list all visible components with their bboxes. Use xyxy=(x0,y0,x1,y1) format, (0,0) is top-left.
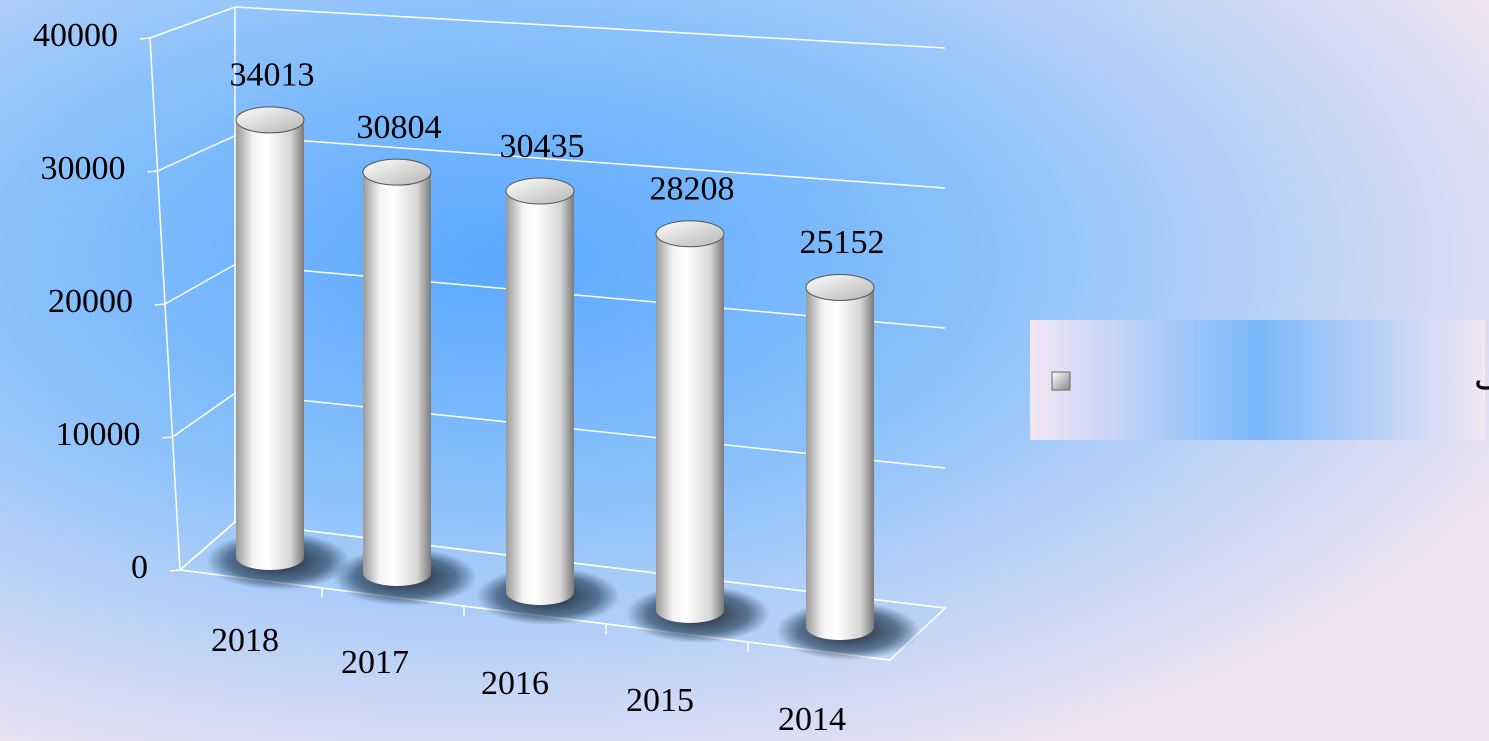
bar-body xyxy=(656,233,724,623)
y-tick-mark xyxy=(162,436,173,439)
bar xyxy=(333,158,477,606)
bar-body xyxy=(506,191,574,606)
side-grid-line xyxy=(157,135,236,172)
legend: الجزء الأول : نفقات التصرف xyxy=(1030,320,1489,440)
side-grid-line xyxy=(149,6,236,39)
x-tick-label: 2014 xyxy=(778,701,846,738)
legend-swatch xyxy=(1051,371,1071,391)
bar xyxy=(776,273,920,660)
bar xyxy=(206,106,350,590)
y-tick-label: 10000 xyxy=(56,416,141,453)
y-tick-label: 0 xyxy=(131,549,148,586)
y-tick-mark xyxy=(154,303,166,306)
x-tick-label: 2015 xyxy=(626,682,694,719)
bar-top xyxy=(655,220,725,248)
y-tick-mark xyxy=(147,170,158,173)
value-label: 28208 xyxy=(650,171,735,208)
x-tick-label: 2018 xyxy=(211,622,279,659)
y-tick-label: 40000 xyxy=(33,17,118,54)
legend-box xyxy=(1030,320,1485,440)
value-label: 25152 xyxy=(800,224,885,261)
x-tick-label: 2017 xyxy=(341,644,409,681)
side-grid-line xyxy=(164,263,236,305)
y-axis-line xyxy=(149,37,181,571)
value-label: 30804 xyxy=(357,109,442,146)
side-grid-line xyxy=(172,392,236,438)
bar-top xyxy=(505,177,575,205)
grid-line xyxy=(234,6,946,49)
bar xyxy=(476,177,620,625)
bar-body xyxy=(236,119,304,570)
bar-body xyxy=(363,172,431,586)
value-label: 30435 xyxy=(500,128,585,165)
y-tick-label: 20000 xyxy=(48,283,133,320)
bar-body xyxy=(806,287,874,640)
y-tick-mark xyxy=(169,569,181,572)
bar xyxy=(626,220,770,643)
y-tick-mark xyxy=(139,37,151,40)
grid-line xyxy=(234,135,946,189)
legend-label: الجزء الأول : نفقات التصرف xyxy=(1475,362,1489,395)
floor-edge xyxy=(179,521,236,571)
value-label: 34013 xyxy=(230,57,315,94)
y-tick-label: 30000 xyxy=(41,150,126,187)
plot-area: 0 10000 20000 30000 40000 2018 34013 2017 30804 2… xyxy=(33,6,947,738)
bar-top xyxy=(805,273,875,301)
bar-top xyxy=(235,106,305,134)
bar-top xyxy=(362,158,432,186)
x-tick-label: 2016 xyxy=(481,665,549,702)
